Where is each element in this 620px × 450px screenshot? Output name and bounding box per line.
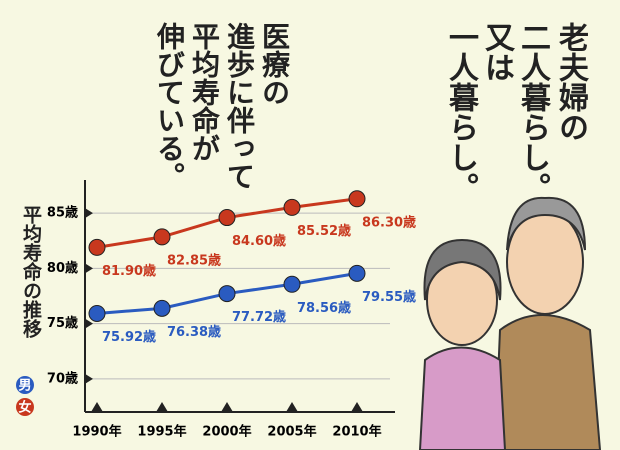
caption: 老夫婦の (553, 22, 588, 142)
y-tick-label: 85歳 (47, 205, 78, 221)
y-tick-label: 80歳 (47, 260, 78, 276)
data-label: 75.92歳 (102, 329, 156, 345)
point (153, 228, 171, 246)
x-tick-label: 2010年 (332, 424, 381, 440)
y-tick-label: 75歳 (47, 315, 78, 331)
legend-swatch (16, 376, 34, 394)
data-label: 78.56歳 (297, 300, 351, 316)
data-label: 79.55歳 (362, 289, 416, 305)
x-tick (91, 402, 103, 412)
point (348, 264, 366, 282)
caption: 平均寿命が (188, 22, 221, 162)
y-tick (85, 373, 93, 384)
illustration (418, 196, 602, 450)
caption: 一人暮らし。 (443, 22, 478, 202)
x-tick (221, 402, 233, 412)
point (218, 209, 236, 227)
x-tick-label: 2005年 (267, 424, 316, 440)
point (283, 198, 301, 216)
point (88, 238, 106, 256)
legend-swatch (16, 398, 34, 416)
legend-label: 女 (18, 400, 31, 416)
y-tick (85, 263, 93, 274)
data-label: 77.72歳 (232, 309, 286, 325)
y-tick (85, 208, 93, 219)
point (283, 275, 301, 293)
x-tick-label: 1990年 (72, 424, 121, 440)
point (153, 299, 171, 317)
caption: 進歩に伴って (223, 22, 256, 190)
caption: 医療の (258, 22, 291, 106)
data-label: 76.38歳 (167, 324, 221, 340)
point (218, 285, 236, 303)
y-tick (85, 318, 93, 329)
caption: 二人暮らし。 (515, 22, 550, 202)
point (88, 304, 106, 322)
data-label: 82.85歳 (167, 252, 221, 268)
legend-label: 男 (18, 379, 31, 394)
data-label: 81.90歳 (102, 263, 156, 279)
data-label: 85.52歳 (297, 223, 351, 239)
y-axis-title: 平均寿命の推移 (20, 205, 42, 338)
y-tick-label: 70歳 (47, 370, 78, 386)
data-label: 84.60歳 (232, 233, 286, 249)
x-tick (286, 402, 298, 412)
point (348, 190, 366, 208)
caption: 又は (479, 22, 514, 82)
x-tick (156, 402, 168, 412)
caption: 伸びている。 (153, 22, 186, 190)
data-label: 86.30歳 (362, 214, 416, 230)
x-tick (351, 402, 363, 412)
x-tick-label: 1995年 (137, 424, 186, 440)
x-tick-label: 2000年 (202, 424, 251, 440)
